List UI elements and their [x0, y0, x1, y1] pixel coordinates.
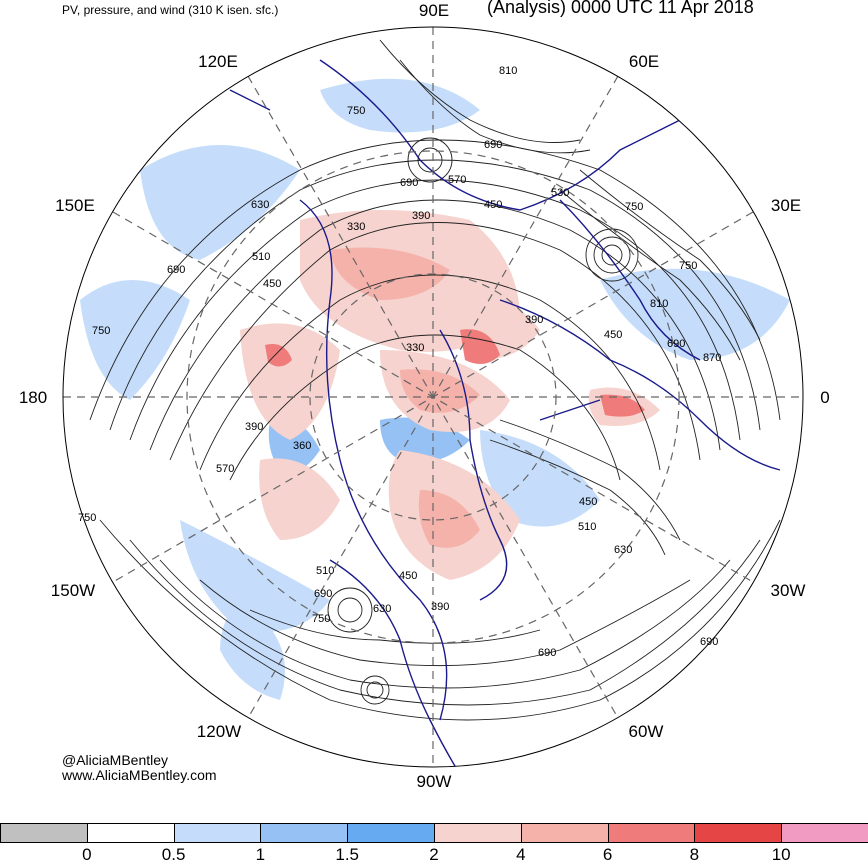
pv-red-region [400, 369, 480, 413]
contour-label: 810 [499, 65, 517, 77]
contour-label: 450 [604, 329, 622, 341]
contour-label: 750 [312, 613, 330, 625]
colorbar-swatch [520, 823, 609, 843]
contour-label: 690 [400, 177, 418, 189]
colorbar-label: 4 [516, 845, 526, 864]
contour-label: 330 [347, 221, 365, 233]
colorbar-label: 0.5 [161, 845, 186, 864]
contour-label: 750 [92, 325, 110, 337]
pv-red-region [418, 490, 480, 548]
contour-label: 690 [700, 636, 718, 648]
lat-lon-grid [63, 27, 803, 767]
contour-label: 450 [399, 570, 417, 582]
lon-label-60e: 60E [628, 52, 660, 71]
colorbar-label: 10 [771, 845, 791, 864]
pv-blue-region [480, 430, 600, 527]
contour-label: 570 [216, 463, 234, 475]
pv-red-region [600, 394, 645, 417]
lon-label-180: 180 [18, 388, 48, 407]
contour-label: 510 [578, 521, 596, 533]
contour-label: 870 [703, 352, 721, 364]
lon-label-30w: 30W [770, 581, 806, 600]
contour-label: 750 [347, 105, 365, 117]
contour-label: 810 [650, 298, 668, 310]
pv-red-region [265, 344, 292, 367]
lon-label-0: 0 [820, 388, 830, 407]
contour-label: 390 [245, 421, 263, 433]
colorbar-swatch [86, 823, 175, 843]
contour-label: 510 [316, 565, 334, 577]
colorbar-swatch [260, 823, 349, 843]
contour-label: 360 [293, 440, 311, 452]
title-right: (Analysis) 0000 UTC 11 Apr 2018 [487, 0, 754, 17]
colorbar [0, 823, 868, 845]
lon-label-150w: 150W [50, 581, 96, 600]
lon-label-30e: 30E [770, 196, 802, 215]
colorbar-swatch [433, 823, 522, 843]
colorbar-label: 2 [429, 845, 439, 864]
contour-label: 690 [314, 588, 332, 600]
coastlines [229, 59, 781, 767]
colorbar-label: 0 [82, 845, 92, 864]
contour-label: 390 [431, 601, 449, 613]
pv-pink-region [259, 458, 340, 540]
contour-label: 690 [484, 139, 502, 151]
pv-blue-region [180, 520, 330, 632]
pv-blue-region [140, 145, 300, 260]
polar-map: 810 750 690 570 690 630 390 450 330 750 … [62, 26, 804, 768]
lon-label-60w: 60W [628, 722, 664, 741]
contour-label: 450 [484, 199, 502, 211]
contour-label: 330 [406, 342, 424, 354]
contour-label: 690 [667, 338, 685, 350]
contour-label: 750 [78, 512, 96, 524]
contour-label: 690 [167, 264, 185, 276]
contour-label: 390 [525, 314, 543, 326]
pv-red-region [330, 247, 450, 300]
contour-label: 630 [614, 544, 632, 556]
contour-label: 570 [448, 174, 466, 186]
colorbar-swatch [347, 823, 435, 843]
pv-blue-region [600, 268, 790, 360]
colorbar-label: 6 [602, 845, 613, 864]
lon-label-90w: 90W [416, 772, 452, 791]
contour-label: 690 [538, 647, 556, 659]
lon-label-120w: 120W [196, 722, 242, 741]
title-left: PV, pressure, and wind (310 K isen. sfc.… [62, 3, 279, 17]
contour-label: 750 [679, 260, 697, 272]
contour-label: 510 [252, 251, 270, 263]
pv-blue-region [80, 280, 190, 400]
credit-handle: @AliciaMBentley [62, 752, 169, 768]
colorbar-label: 1 [255, 845, 266, 864]
lon-label-120e: 120E [198, 52, 238, 71]
contour-label: 390 [412, 210, 430, 222]
pv-blue-region [320, 78, 480, 133]
contour-label: 530 [551, 187, 569, 199]
contour-label: 450 [579, 496, 597, 508]
lon-label-150e: 150E [55, 196, 95, 215]
pressure-contours [89, 39, 781, 721]
colorbar-swatch [607, 823, 696, 843]
colorbar-swatch [0, 823, 88, 843]
pv-blue-region [220, 600, 285, 700]
contour-label: 450 [263, 278, 281, 290]
contour-label: 750 [625, 201, 643, 213]
colorbar-label: 8 [689, 845, 700, 864]
colorbar-swatch [781, 823, 868, 843]
contour-label: 630 [373, 603, 391, 615]
map-boundary [62, 26, 804, 768]
contour-label: 630 [251, 199, 269, 211]
colorbar-swatch [173, 823, 262, 843]
colorbar-swatch [694, 823, 783, 843]
credit-website: www.AliciaMBentley.com [62, 767, 217, 783]
pv-shading [80, 78, 790, 700]
colorbar-label: 1.5 [335, 845, 360, 864]
contour-labels: 810 750 690 570 690 630 390 450 330 750 … [78, 65, 721, 659]
pv-pink-region [240, 323, 340, 440]
lon-label-90e: 90E [418, 1, 450, 20]
